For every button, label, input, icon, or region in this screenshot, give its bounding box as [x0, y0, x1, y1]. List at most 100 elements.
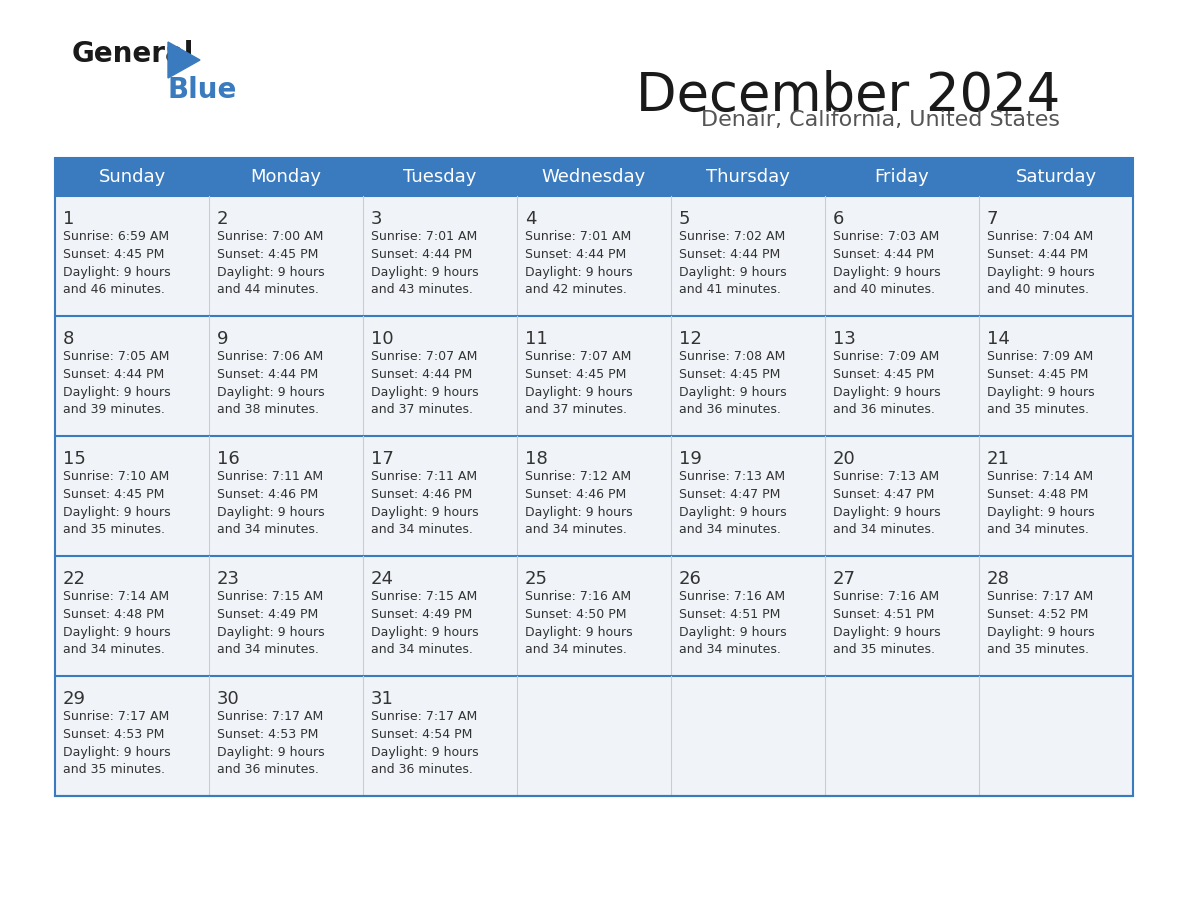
Text: Sunrise: 7:17 AM: Sunrise: 7:17 AM [371, 710, 478, 723]
Text: Sunrise: 7:11 AM: Sunrise: 7:11 AM [217, 470, 323, 483]
Text: 4: 4 [525, 210, 537, 228]
Text: 5: 5 [680, 210, 690, 228]
Text: Thursday: Thursday [706, 168, 790, 186]
Text: 10: 10 [371, 330, 393, 348]
Text: Daylight: 9 hours: Daylight: 9 hours [680, 626, 786, 639]
Text: Sunrise: 6:59 AM: Sunrise: 6:59 AM [63, 230, 169, 243]
Text: Sunrise: 7:07 AM: Sunrise: 7:07 AM [525, 350, 631, 363]
Text: Sunset: 4:45 PM: Sunset: 4:45 PM [63, 248, 164, 261]
Text: and 36 minutes.: and 36 minutes. [680, 403, 781, 416]
Text: 12: 12 [680, 330, 702, 348]
Text: Daylight: 9 hours: Daylight: 9 hours [987, 506, 1094, 519]
Text: and 35 minutes.: and 35 minutes. [987, 403, 1089, 416]
Text: 7: 7 [987, 210, 998, 228]
Text: Daylight: 9 hours: Daylight: 9 hours [63, 746, 171, 759]
Bar [55, 316, 1133, 436]
Text: Sunrise: 7:08 AM: Sunrise: 7:08 AM [680, 350, 785, 363]
Text: and 37 minutes.: and 37 minutes. [525, 403, 627, 416]
Text: and 39 minutes.: and 39 minutes. [63, 403, 165, 416]
Text: and 36 minutes.: and 36 minutes. [217, 763, 318, 776]
Text: and 36 minutes.: and 36 minutes. [371, 763, 473, 776]
Text: Daylight: 9 hours: Daylight: 9 hours [833, 626, 941, 639]
Text: Sunset: 4:45 PM: Sunset: 4:45 PM [63, 488, 164, 501]
Text: Daylight: 9 hours: Daylight: 9 hours [680, 386, 786, 399]
Text: and 41 minutes.: and 41 minutes. [680, 283, 781, 296]
Text: 27: 27 [833, 570, 857, 588]
Text: 20: 20 [833, 450, 855, 468]
Text: 25: 25 [525, 570, 548, 588]
Text: 28: 28 [987, 570, 1010, 588]
Text: Sunset: 4:44 PM: Sunset: 4:44 PM [525, 248, 626, 261]
Text: Blue: Blue [168, 76, 238, 104]
Text: Sunrise: 7:04 AM: Sunrise: 7:04 AM [987, 230, 1093, 243]
Text: Sunset: 4:45 PM: Sunset: 4:45 PM [987, 368, 1088, 381]
Text: Sunset: 4:48 PM: Sunset: 4:48 PM [63, 608, 164, 621]
Text: Sunset: 4:52 PM: Sunset: 4:52 PM [987, 608, 1088, 621]
Text: Daylight: 9 hours: Daylight: 9 hours [371, 626, 479, 639]
Text: Daylight: 9 hours: Daylight: 9 hours [987, 266, 1094, 279]
Text: General: General [72, 40, 195, 68]
Text: 17: 17 [371, 450, 394, 468]
Text: Daylight: 9 hours: Daylight: 9 hours [63, 386, 171, 399]
Text: Sunrise: 7:07 AM: Sunrise: 7:07 AM [371, 350, 478, 363]
Text: Daylight: 9 hours: Daylight: 9 hours [987, 626, 1094, 639]
Text: Daylight: 9 hours: Daylight: 9 hours [63, 626, 171, 639]
Text: Sunset: 4:46 PM: Sunset: 4:46 PM [217, 488, 318, 501]
Text: and 34 minutes.: and 34 minutes. [63, 643, 165, 656]
Text: Sunrise: 7:16 AM: Sunrise: 7:16 AM [680, 590, 785, 603]
Text: Monday: Monday [251, 168, 322, 186]
Text: and 34 minutes.: and 34 minutes. [525, 523, 627, 536]
Text: Daylight: 9 hours: Daylight: 9 hours [63, 266, 171, 279]
Text: 6: 6 [833, 210, 845, 228]
Polygon shape [168, 42, 200, 78]
Text: Sunrise: 7:09 AM: Sunrise: 7:09 AM [987, 350, 1093, 363]
Text: and 40 minutes.: and 40 minutes. [833, 283, 935, 296]
Text: 24: 24 [371, 570, 394, 588]
Bar [55, 196, 1133, 316]
Text: and 42 minutes.: and 42 minutes. [525, 283, 627, 296]
Text: and 36 minutes.: and 36 minutes. [833, 403, 935, 416]
Text: Sunrise: 7:13 AM: Sunrise: 7:13 AM [833, 470, 940, 483]
Text: Daylight: 9 hours: Daylight: 9 hours [987, 386, 1094, 399]
Text: Sunrise: 7:15 AM: Sunrise: 7:15 AM [371, 590, 478, 603]
Text: and 44 minutes.: and 44 minutes. [217, 283, 318, 296]
Text: Daylight: 9 hours: Daylight: 9 hours [371, 746, 479, 759]
Text: Sunrise: 7:13 AM: Sunrise: 7:13 AM [680, 470, 785, 483]
Text: Sunset: 4:53 PM: Sunset: 4:53 PM [217, 728, 318, 741]
Text: and 35 minutes.: and 35 minutes. [63, 523, 165, 536]
Text: Sunset: 4:44 PM: Sunset: 4:44 PM [371, 368, 473, 381]
Text: Sunset: 4:48 PM: Sunset: 4:48 PM [987, 488, 1088, 501]
Text: 21: 21 [987, 450, 1010, 468]
Text: Sunrise: 7:05 AM: Sunrise: 7:05 AM [63, 350, 170, 363]
Text: Sunrise: 7:16 AM: Sunrise: 7:16 AM [525, 590, 631, 603]
Text: Daylight: 9 hours: Daylight: 9 hours [680, 266, 786, 279]
Text: Sunset: 4:44 PM: Sunset: 4:44 PM [833, 248, 934, 261]
Text: and 38 minutes.: and 38 minutes. [217, 403, 320, 416]
Bar [55, 676, 1133, 796]
Text: Sunset: 4:44 PM: Sunset: 4:44 PM [987, 248, 1088, 261]
Bar [55, 158, 1133, 796]
Text: Sunset: 4:45 PM: Sunset: 4:45 PM [217, 248, 318, 261]
Text: 22: 22 [63, 570, 86, 588]
Text: Sunset: 4:54 PM: Sunset: 4:54 PM [371, 728, 473, 741]
Text: 3: 3 [371, 210, 383, 228]
Text: Daylight: 9 hours: Daylight: 9 hours [371, 506, 479, 519]
Text: Wednesday: Wednesday [542, 168, 646, 186]
Text: Sunrise: 7:01 AM: Sunrise: 7:01 AM [525, 230, 631, 243]
Text: 14: 14 [987, 330, 1010, 348]
Text: Sunrise: 7:11 AM: Sunrise: 7:11 AM [371, 470, 478, 483]
Text: Sunrise: 7:06 AM: Sunrise: 7:06 AM [217, 350, 323, 363]
Text: and 43 minutes.: and 43 minutes. [371, 283, 473, 296]
Text: Sunset: 4:44 PM: Sunset: 4:44 PM [217, 368, 318, 381]
Text: Sunset: 4:53 PM: Sunset: 4:53 PM [63, 728, 164, 741]
Text: Sunset: 4:50 PM: Sunset: 4:50 PM [525, 608, 626, 621]
FancyBboxPatch shape [55, 158, 1133, 196]
Text: Sunrise: 7:17 AM: Sunrise: 7:17 AM [217, 710, 323, 723]
Text: Daylight: 9 hours: Daylight: 9 hours [217, 266, 324, 279]
Text: Daylight: 9 hours: Daylight: 9 hours [525, 506, 633, 519]
Text: Daylight: 9 hours: Daylight: 9 hours [525, 266, 633, 279]
Text: 15: 15 [63, 450, 86, 468]
Text: and 34 minutes.: and 34 minutes. [371, 643, 473, 656]
Text: Daylight: 9 hours: Daylight: 9 hours [680, 506, 786, 519]
Text: 30: 30 [217, 690, 240, 708]
